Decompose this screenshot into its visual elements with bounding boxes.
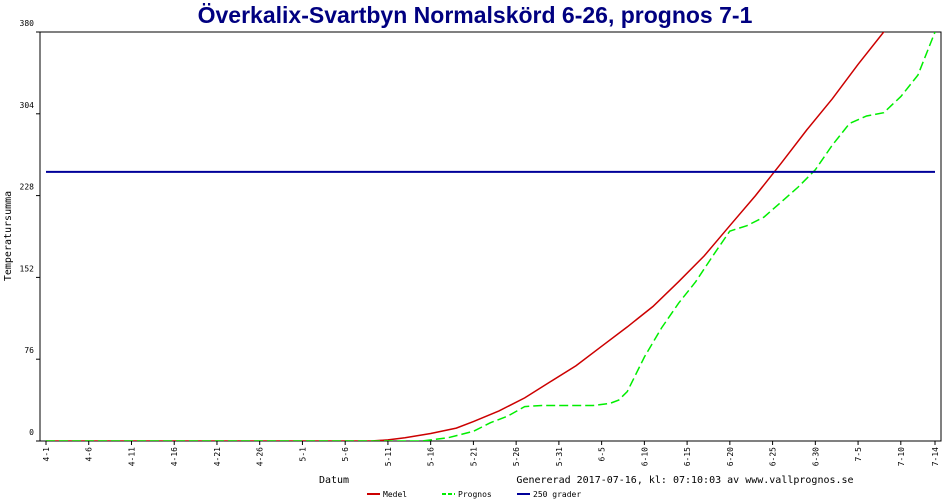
x-tick-label: 6-30 bbox=[811, 447, 820, 466]
x-axis: 4-1 4-6 4-11 4-16 4-21 4-26 5-1 5-6 5-11 5-16 5-21… bbox=[42, 441, 940, 466]
series-line-prognos bbox=[46, 32, 936, 441]
generated-note: Genererad 2017-07-16, kl: 07:10:03 av ww… bbox=[516, 475, 853, 486]
y-tick-label: 304 bbox=[20, 101, 35, 110]
x-tick-label: 4-1 bbox=[42, 447, 51, 462]
chart-title: Överkalix-Svartbyn Normalskörd 6-26, pro… bbox=[198, 2, 753, 28]
x-tick-label: 4-16 bbox=[170, 447, 179, 466]
x-tick-label: 7-10 bbox=[897, 447, 906, 466]
x-tick-label: 5-21 bbox=[469, 447, 478, 466]
series-line-medel bbox=[46, 32, 885, 441]
x-tick-label: 5-16 bbox=[427, 447, 436, 466]
x-tick-label: 6-10 bbox=[640, 447, 649, 466]
x-tick-label: 6-15 bbox=[683, 447, 692, 466]
x-tick-label: 4-21 bbox=[213, 447, 222, 466]
y-tick-label: 228 bbox=[20, 183, 35, 192]
x-tick-label: 7-5 bbox=[854, 447, 863, 462]
y-tick-label: 76 bbox=[24, 346, 34, 355]
y-axis: 0 76 152 228 304 380 bbox=[20, 19, 40, 442]
y-tick-label: 152 bbox=[20, 264, 35, 273]
x-tick-label: 5-11 bbox=[384, 447, 393, 466]
x-tick-label: 6-25 bbox=[769, 447, 778, 466]
y-tick-label: 0 bbox=[29, 428, 34, 437]
plot-frame bbox=[39, 31, 942, 442]
legend: Medel Prognos 250 grader bbox=[367, 490, 581, 499]
x-axis-label: Datum bbox=[319, 475, 349, 486]
x-tick-label: 6-20 bbox=[726, 447, 735, 466]
y-tick-label: 380 bbox=[20, 19, 35, 28]
x-tick-label: 4-6 bbox=[85, 447, 94, 462]
x-tick-label: 6-5 bbox=[598, 447, 607, 462]
x-tick-label: 5-1 bbox=[298, 447, 307, 462]
legend-label: Medel bbox=[383, 490, 407, 499]
x-tick-label: 5-31 bbox=[555, 447, 564, 466]
x-tick-label: 7-14 bbox=[931, 447, 940, 466]
y-axis-label: Temperatursumma bbox=[3, 191, 14, 281]
x-tick-label: 4-11 bbox=[127, 447, 136, 466]
x-tick-label: 5-6 bbox=[341, 447, 350, 462]
legend-label: 250 grader bbox=[533, 490, 581, 499]
x-tick-label: 5-26 bbox=[512, 447, 521, 466]
series-layer bbox=[46, 32, 936, 441]
legend-label: Prognos bbox=[458, 490, 492, 499]
x-tick-label: 4-26 bbox=[256, 447, 265, 466]
